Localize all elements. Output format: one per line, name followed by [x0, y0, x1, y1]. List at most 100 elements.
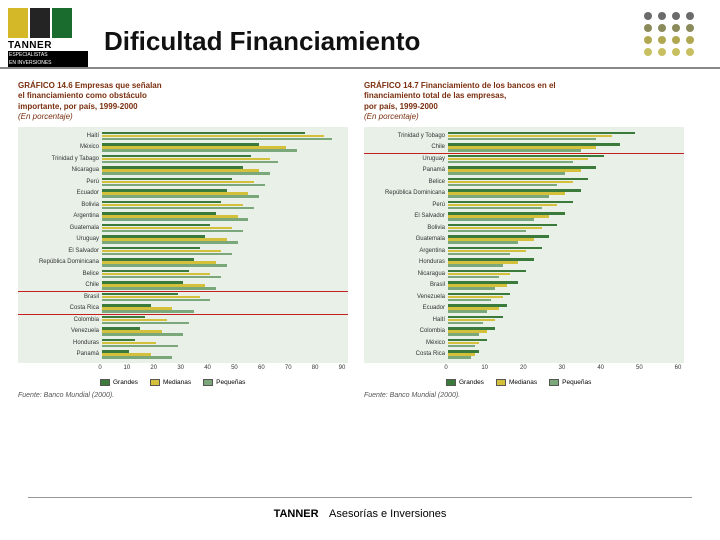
bar-p	[448, 356, 471, 359]
bar-p	[102, 218, 248, 221]
bar-p	[102, 310, 194, 313]
x-tick: 60	[258, 365, 265, 371]
bar-row: Haití	[20, 131, 346, 142]
bar-p	[102, 333, 183, 336]
bar-p	[448, 299, 491, 302]
bar-p	[448, 287, 495, 290]
chart-left: GRÁFICO 14.6 Empresas que señalan el fin…	[18, 81, 348, 399]
chart-right-xaxis: 0102030405060	[364, 363, 684, 377]
bar-p	[448, 241, 518, 244]
logo-brand: TANNER	[8, 40, 88, 51]
y-label: Belice	[366, 179, 448, 185]
bar-p	[448, 195, 549, 198]
decorative-dots	[644, 12, 696, 56]
chart-left-t1: Empresas que señalan	[75, 81, 162, 90]
logo: TANNER ESPECIALISTAS EN INVERSIONES	[8, 8, 88, 67]
bar-p	[102, 172, 270, 175]
bar-p	[102, 230, 243, 233]
bar-row: República Dominicana	[366, 188, 682, 199]
bar-row: Perú	[366, 200, 682, 211]
bar-p	[102, 356, 172, 359]
bar-row: Guatemala	[20, 223, 346, 234]
y-label: Venezuela	[20, 328, 102, 334]
y-label: México	[366, 340, 448, 346]
y-label: Bolivia	[366, 225, 448, 231]
x-tick: 10	[481, 365, 488, 371]
chart-left-legend: Grandes Medianas Pequeñas	[18, 379, 348, 386]
x-tick: 0	[444, 365, 447, 371]
bar-row: Belice	[20, 269, 346, 280]
chart-left-sub: (En porcentaje)	[18, 112, 73, 121]
y-label: Haití	[20, 133, 102, 139]
bar-p	[448, 276, 499, 279]
bar-row: Trinidad y Tobago	[366, 131, 682, 142]
charts-row: GRÁFICO 14.6 Empresas que señalan el fin…	[0, 69, 720, 403]
bar-row: Brasil	[20, 292, 346, 303]
y-label: Trinidad y Tobago	[366, 133, 448, 139]
y-label: Perú	[20, 179, 102, 185]
highlight-line	[18, 291, 348, 293]
bar-p	[102, 184, 265, 187]
x-tick: 90	[339, 365, 346, 371]
bar-row: El Salvador	[20, 246, 346, 257]
y-label: Trinidad y Tabago	[20, 156, 102, 162]
x-tick: 30	[177, 365, 184, 371]
y-label: Argentina	[20, 213, 102, 219]
bar-p	[102, 287, 216, 290]
bar-row: Costa Rica	[366, 349, 682, 360]
x-tick: 20	[150, 365, 157, 371]
bar-p	[102, 241, 238, 244]
chart-right-t1: Financiamiento de los bancos en el	[421, 81, 556, 90]
bar-p	[102, 299, 210, 302]
y-label: Brasil	[366, 282, 448, 288]
chart-left-t2: el financiamiento como obstáculo	[18, 91, 147, 100]
bar-row: República Dominicana	[20, 257, 346, 268]
footer-brand: TANNER	[274, 508, 319, 520]
chart-right-num: GRÁFICO 14.7	[364, 81, 419, 90]
bar-row: Brasil	[366, 280, 682, 291]
legend-pequenas-r: Pequeñas	[549, 379, 591, 386]
x-tick: 50	[231, 365, 238, 371]
y-label: Chile	[366, 144, 448, 150]
bar-row: México	[20, 142, 346, 153]
chart-left-source: Fuente: Banco Mundial (2000).	[18, 392, 348, 399]
bar-p	[102, 253, 232, 256]
x-tick: 80	[312, 365, 319, 371]
chart-right-legend: Grandes Medianas Pequeñas	[364, 379, 684, 386]
bar-p	[102, 195, 259, 198]
bar-row: Argentina	[366, 246, 682, 257]
bar-row: Guatemala	[366, 234, 682, 245]
x-tick: 70	[285, 365, 292, 371]
y-label: Colombia	[20, 317, 102, 323]
y-label: Honduras	[366, 259, 448, 265]
bar-p	[448, 149, 581, 152]
bar-row: Chile	[366, 142, 682, 153]
highlight-line	[364, 153, 684, 155]
bar-row: Argentina	[20, 211, 346, 222]
bar-p	[448, 322, 483, 325]
chart-right: GRÁFICO 14.7 Financiamiento de los banco…	[364, 81, 684, 399]
bar-row: Bolivia	[20, 200, 346, 211]
legend-medianas: Medianas	[150, 379, 191, 386]
y-label: Costa Rica	[20, 305, 102, 311]
y-label: Nicaragua	[20, 167, 102, 173]
y-label: Ecuador	[20, 190, 102, 196]
y-label: Colombia	[366, 328, 448, 334]
y-label: Nicaragua	[366, 271, 448, 277]
bar-row: Bolivia	[366, 223, 682, 234]
header: TANNER ESPECIALISTAS EN INVERSIONES Difi…	[0, 0, 720, 69]
bar-p	[102, 161, 278, 164]
bar-row: Uruguay	[20, 234, 346, 245]
bar-row: Panamá	[366, 165, 682, 176]
y-label: El Salvador	[20, 248, 102, 254]
footer-text: Asesorías e Inversiones	[329, 508, 446, 520]
y-label: Perú	[366, 202, 448, 208]
page-title: Dificultad Financiamiento	[104, 8, 420, 57]
bar-row: Uruguay	[366, 154, 682, 165]
bar-row: Nicaragua	[366, 269, 682, 280]
chart-left-plot: Haití México Trinidad y Tabago Nicaragua Per…	[18, 127, 348, 363]
chart-right-header: GRÁFICO 14.7 Financiamiento de los banco…	[364, 81, 684, 123]
bar-row: Nicaragua	[20, 165, 346, 176]
x-tick: 10	[124, 365, 131, 371]
bar-p	[448, 207, 542, 210]
